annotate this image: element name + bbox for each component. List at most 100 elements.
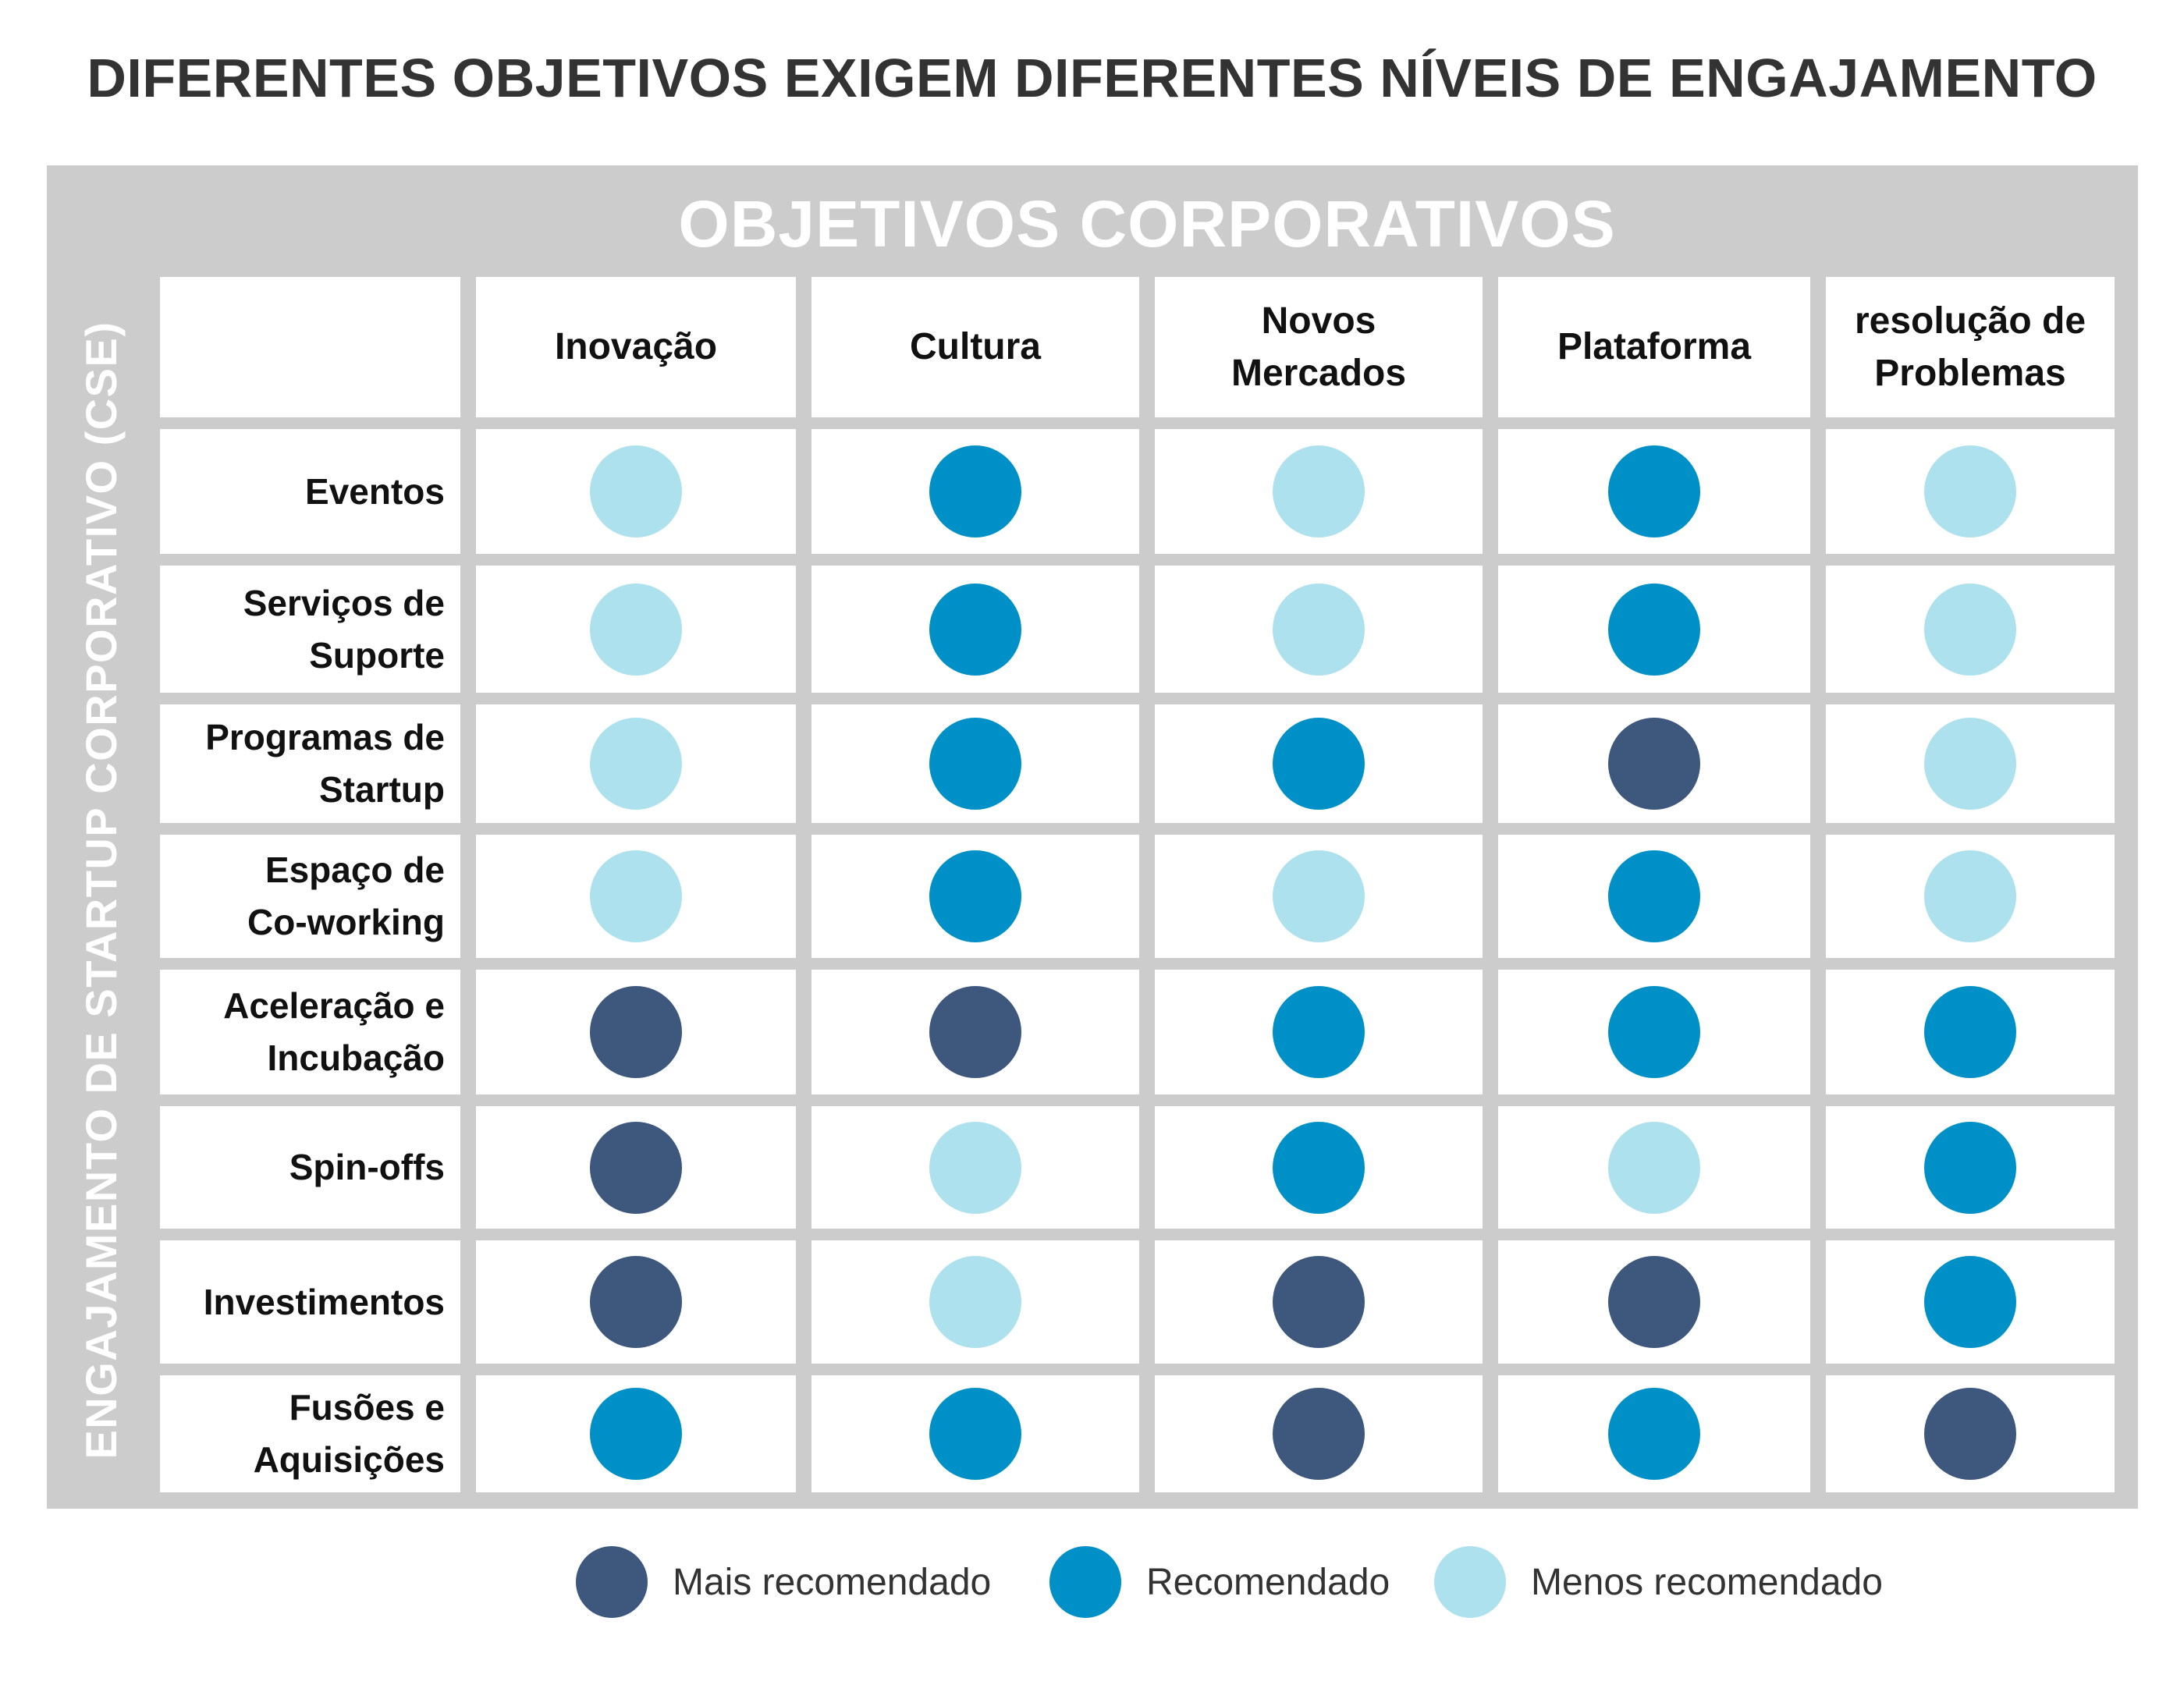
matrix-cell (1155, 566, 1483, 693)
row-label: Aceleração e Incubação (160, 970, 460, 1094)
matrix-cell (476, 704, 796, 823)
matrix-cell (1498, 1240, 1810, 1364)
recommendation-dot-menos (1273, 583, 1365, 676)
page-title: DIFERENTES OBJETIVOS EXIGEM DIFERENTES N… (87, 48, 2097, 108)
recommendation-dot-mais (1608, 718, 1700, 810)
recommendation-dot-menos (1924, 445, 2016, 537)
legend-label: Menos recomendado (1531, 1561, 1883, 1603)
column-header-line: resolução de (1854, 300, 2086, 342)
recommendation-dot-recomendado (929, 850, 1021, 942)
column-header-line: Cultura (910, 326, 1041, 368)
legend-label: Recomendado (1146, 1561, 1390, 1603)
matrix-cell (1155, 835, 1483, 958)
recommendation-dot-mais (929, 986, 1021, 1078)
row-axis-title-container: ENGAJAMENTO DE STARTUP CORPORATIVO (CSE) (47, 273, 156, 1507)
matrix-cell (1826, 970, 2115, 1094)
legend-swatch (1434, 1546, 1506, 1618)
matrix-cell (1155, 1240, 1483, 1364)
row-label-line: Co-working (247, 902, 445, 942)
matrix-cell (811, 1375, 1139, 1492)
recommendation-dot-recomendado (929, 583, 1021, 676)
recommendation-dot-menos (1273, 445, 1365, 537)
matrix-cell (1826, 566, 2115, 693)
column-header-line: Inovação (554, 326, 718, 368)
matrix-cell (1155, 1375, 1483, 1492)
recommendation-dot-recomendado (929, 718, 1021, 810)
matrix-cell (1155, 704, 1483, 823)
recommendation-dot-recomendado (1273, 1121, 1365, 1214)
row-label-line: Fusões e (289, 1387, 445, 1428)
column-header-label: Novos Mercados (1231, 295, 1406, 399)
matrix-cell (476, 429, 796, 554)
column-header: Novos Mercados (1155, 277, 1483, 417)
row-label-text: Serviços de Suporte (243, 577, 445, 681)
row-label-line: Aquisições (253, 1439, 445, 1480)
column-axis-title: OBJETIVOS CORPORATIVOS (678, 187, 1616, 261)
matrix-cell (1498, 1106, 1810, 1229)
recommendation-dot-menos (590, 718, 682, 810)
matrix-cell (1498, 835, 1810, 958)
matrix-cell (1826, 835, 2115, 958)
matrix-cell (476, 1375, 796, 1492)
column-header: Cultura (811, 277, 1139, 417)
matrix-cell (811, 566, 1139, 693)
recommendation-dot-menos (1608, 1121, 1700, 1214)
matrix-cell (1155, 1106, 1483, 1229)
recommendation-dot-menos (1924, 583, 2016, 676)
matrix-cell (476, 970, 796, 1094)
row-label-text: Investimentos (204, 1276, 445, 1328)
row-label-line: Serviços de (243, 582, 445, 623)
matrix-cell (476, 1240, 796, 1364)
recommendation-dot-mais (1608, 1256, 1700, 1348)
matrix-cell (1498, 429, 1810, 554)
recommendation-dot-menos (1924, 850, 2016, 942)
matrix-cell (1826, 1375, 2115, 1492)
row-label-text: Eventos (305, 466, 445, 518)
matrix-cell (1826, 1106, 2115, 1229)
column-header-line: Mercados (1230, 353, 1407, 394)
legend-swatch (576, 1546, 648, 1618)
row-label-line: Spin-offs (289, 1147, 445, 1188)
recommendation-dot-recomendado (590, 1388, 682, 1480)
row-label-text: Spin-offs (289, 1141, 445, 1194)
legend-label: Mais recomendado (673, 1561, 992, 1603)
row-label-line: Incubação (267, 1038, 445, 1078)
row-label: Investimentos (160, 1240, 460, 1364)
row-label-line: Startup (319, 769, 445, 810)
matrix-cell (1155, 429, 1483, 554)
recommendation-dot-recomendado (1273, 718, 1365, 810)
matrix-cell (476, 1106, 796, 1229)
matrix-cell (1155, 970, 1483, 1094)
recommendation-dot-mais (1924, 1388, 2016, 1480)
legend-item: Recomendado (1049, 1543, 1390, 1621)
row-label-text: Aceleração e Incubação (223, 980, 445, 1084)
matrix-cell (1498, 1375, 1810, 1492)
recommendation-dot-recomendado (1608, 1388, 1700, 1480)
recommendation-dot-recomendado (1608, 445, 1700, 537)
matrix-cell (811, 970, 1139, 1094)
recommendation-dot-recomendado (1608, 850, 1700, 942)
recommendation-dot-mais (590, 1256, 682, 1348)
recommendation-dot-menos (1273, 850, 1365, 942)
column-header-line: Problemas (1874, 353, 2066, 394)
row-label-line: Investimentos (203, 1281, 445, 1322)
recommendation-dot-menos (590, 850, 682, 942)
matrix-cell (811, 1106, 1139, 1229)
column-header-label: Plataforma (1557, 321, 1751, 373)
row-label: Programas de Startup (160, 704, 460, 823)
column-header-line: Plataforma (1557, 326, 1752, 368)
matrix-cell (811, 835, 1139, 958)
column-header: resolução de Problemas (1826, 277, 2115, 417)
matrix-cell (1826, 429, 2115, 554)
recommendation-dot-menos (590, 445, 682, 537)
recommendation-dot-recomendado (1924, 1256, 2016, 1348)
column-header: Plataforma (1498, 277, 1810, 417)
matrix-cell (476, 835, 796, 958)
recommendation-dot-menos (929, 1256, 1021, 1348)
row-label-text: Fusões e Aquisições (254, 1382, 445, 1485)
row-label: Espaço de Co-working (160, 835, 460, 958)
row-label: Eventos (160, 429, 460, 554)
legend-swatch (1049, 1546, 1121, 1618)
recommendation-dot-recomendado (929, 445, 1021, 537)
row-label-line: Espaço de (265, 850, 445, 891)
